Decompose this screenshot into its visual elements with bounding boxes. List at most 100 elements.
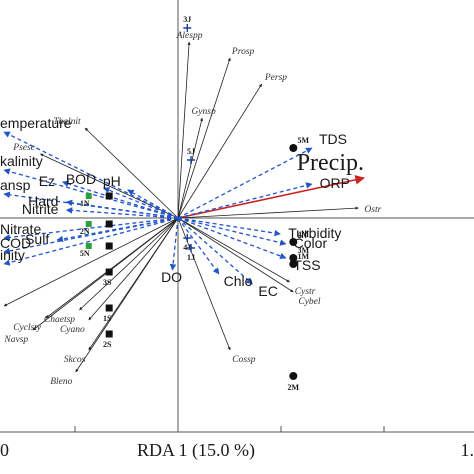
env-label-chlo: Chlo [224, 273, 253, 289]
env-label-ph: pH [103, 173, 121, 189]
env-arrow-do [169, 217, 179, 271]
species-arrows: Alespp Prosp Persp Gynsp Thalnit Psese Ostr Cys… [3, 31, 381, 387]
env-arrow-hard [65, 199, 179, 219]
species-label-psese: Psese [12, 143, 35, 153]
site-marker-4m [289, 238, 298, 246]
species-arrow-cyano [88, 217, 179, 321]
site-label-5n: 5N [80, 249, 90, 258]
species-label-chaetsp: Chaetsp [44, 315, 75, 325]
species-label-persp: Persp [264, 73, 287, 83]
env-arrow-tss [177, 217, 287, 260]
species-arrow-fr [3, 217, 179, 307]
env-arrow-precip [177, 175, 365, 219]
species-arrow-cybel [177, 217, 294, 293]
species-label-alespp: Alespp [176, 31, 203, 41]
species-arrow-cystr [177, 217, 290, 283]
species-arrow-bleno [75, 217, 179, 373]
env-arrow-sulf [56, 217, 179, 243]
species-label-ostr: Ostr [364, 205, 381, 215]
env-arrow-turbidity [177, 217, 281, 237]
env-arrow-cod [3, 217, 179, 255]
site-marker-1n [85, 193, 92, 199]
site-marker-4j [183, 234, 192, 242]
env-label-color: Color [294, 235, 328, 251]
site-marker-5j [187, 156, 196, 164]
species-label-cystr: Cystr [295, 287, 316, 297]
env-label-inity: inity [0, 247, 25, 263]
env-arrow-nitrite [65, 207, 179, 219]
site-label-3j: 3J [183, 15, 191, 24]
site-label-5m: 5M [298, 136, 310, 145]
site-marker-5n [85, 243, 92, 249]
site-markers: 5M4M3M1M2M2J3J5J4J1J1N2N5N3S1S2S [80, 15, 310, 392]
site-label-3s: 3S [103, 278, 112, 287]
site-marker-s-unlabeled-3 [105, 192, 113, 200]
env-arrow-kalinity [3, 168, 179, 219]
species-label-thalnit: Thalnit [53, 117, 81, 127]
site-marker-3j [183, 24, 192, 32]
species-arrow-ostr [177, 206, 359, 219]
site-marker-5m [289, 144, 298, 152]
site-marker-2m [289, 372, 298, 380]
env-label-precip: Precip. [297, 150, 364, 176]
env-arrow-ph [127, 189, 179, 219]
env-label-tss: TSS [293, 257, 320, 273]
species-label-bleno: Bleno [50, 377, 72, 387]
site-marker-s-unlabeled-4 [105, 220, 113, 228]
env-arrow-ec [177, 217, 253, 285]
species-label-prosp: Prosp [231, 47, 255, 57]
species-label-skcos: Skcos [64, 355, 86, 365]
species-arrow-psese [40, 153, 179, 219]
site-marker-2n [85, 221, 92, 227]
env-arrow-orp [177, 182, 313, 219]
site-marker-3s [105, 268, 113, 276]
species-arrow-prosp [177, 57, 231, 219]
env-arrow-tds [177, 147, 313, 219]
site-marker-3m [289, 254, 298, 262]
site-marker-2s [105, 330, 113, 338]
site-label-5j: 5J [187, 147, 195, 156]
site-label-1j: 1J [187, 253, 195, 262]
species-arrow-thalnit [84, 127, 179, 219]
x-axis-label: RDA 1 (15.0 %) [137, 440, 255, 461]
env-label-kalinity: kalinity [0, 153, 43, 169]
env-label-bod: BOD [66, 171, 96, 187]
species-arrow-alespp [177, 41, 191, 219]
site-marker-1m [289, 260, 298, 268]
env-label-tds: TDS [319, 131, 347, 147]
species-label-cyano: Cyano [60, 325, 85, 335]
env-arrow-nitrate [3, 217, 179, 241]
env-label-orp: ORP [320, 175, 350, 191]
x-tick-label-left: 0 [0, 440, 9, 460]
env-arrow-ez [62, 180, 179, 219]
env-label-turbidity: Turbidity [288, 225, 341, 241]
env-arrow-inity [3, 217, 179, 266]
site-label-3m: 3M [298, 246, 310, 255]
species-label-cyclsty: Cyclsty [13, 323, 42, 333]
species-label-cossp: Cossp [232, 355, 255, 365]
site-label-2s: 2S [103, 340, 112, 349]
species-label-navsp: Navsp [3, 335, 28, 345]
species-arrow-gynsp [177, 117, 204, 219]
x-tick-label-right: 1. [461, 440, 474, 460]
env-label-ec: EC [258, 283, 277, 299]
species-label-cybel: Cybel [298, 297, 321, 307]
env-arrow-emperature [3, 131, 179, 219]
site-label-1m: 1M [298, 252, 310, 261]
env-label-do: DO [161, 269, 182, 285]
env-arrow-chlo [177, 217, 220, 275]
species-arrow-chaetsp [79, 217, 179, 311]
env-arrow-color [177, 217, 287, 246]
env-label-hard: Hard [28, 193, 58, 209]
env-label-cod: COD [0, 235, 31, 251]
env-label-ansp: ansp [0, 177, 31, 193]
site-label-1s: 1S [103, 314, 112, 323]
site-label-2m: 2M [288, 383, 300, 392]
env-label-emperature: emperature [0, 115, 72, 131]
env-label-ez: Ez [39, 173, 55, 189]
env-label-nitrite: Nitrite [22, 201, 59, 217]
species-label-gynsp: Gynsp [191, 107, 216, 117]
site-label-1n: 1N [80, 199, 90, 208]
